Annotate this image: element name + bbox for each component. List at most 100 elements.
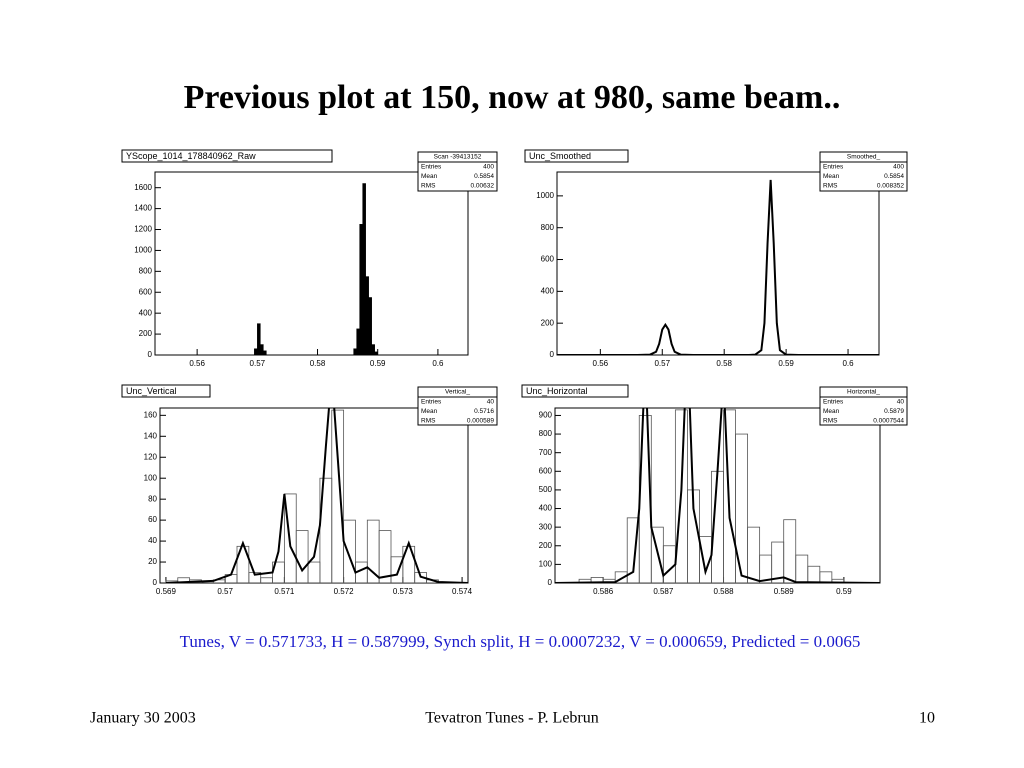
histogram-bar xyxy=(365,276,369,355)
y-tick-label: 1200 xyxy=(134,225,152,234)
stats-value: 400 xyxy=(483,164,494,171)
x-tick-label: 0.586 xyxy=(593,587,614,596)
y-tick-label: 100 xyxy=(144,473,158,482)
x-tick-label: 0.589 xyxy=(774,587,795,596)
y-tick-label: 1000 xyxy=(536,191,554,200)
stats-value: 0.000589 xyxy=(467,417,494,424)
stats-name: Smoothed_ xyxy=(847,154,881,161)
fit-curve xyxy=(557,179,879,355)
y-tick-label: 0 xyxy=(153,578,158,587)
histogram-panel: 0 200 400 600 800 1000 1200 1400 1600 0.56 0.57 0.5… xyxy=(121,149,498,368)
y-tick-label: 800 xyxy=(541,223,555,232)
y-tick-label: 500 xyxy=(539,485,553,494)
y-tick-label: 140 xyxy=(144,431,158,440)
stats-box xyxy=(819,386,908,426)
x-tick-label: 0.588 xyxy=(714,587,735,596)
stats-value: 40 xyxy=(897,399,905,406)
histogram-panel: 0 200 400 600 800 1000 0.56 0.57 0.58 0.59 0.6 Unc_… xyxy=(524,149,908,368)
histogram-bar xyxy=(783,519,797,583)
plot-area xyxy=(254,183,378,355)
stats-value: 0.5854 xyxy=(884,173,904,180)
x-tick-label: 0.56 xyxy=(189,359,205,368)
y-tick-label: 200 xyxy=(139,329,153,338)
histogram-panel: 0 100 200 300 400 500 600 700 800 900 0.586 0.587 0.… xyxy=(521,384,908,596)
panel-title: Unc_Smoothed xyxy=(529,151,591,161)
title-box xyxy=(524,149,629,163)
y-tick-label: 800 xyxy=(139,266,153,275)
fit-curve xyxy=(165,408,468,583)
stats-box xyxy=(417,151,498,192)
x-tick-label: 0.571 xyxy=(274,587,295,596)
stats-label: Mean xyxy=(823,173,840,180)
stats-label: RMS xyxy=(421,182,436,189)
histogram-bar xyxy=(374,351,378,355)
fit-curve xyxy=(555,408,880,583)
title-box xyxy=(121,384,211,398)
x-tick-label: 0.58 xyxy=(310,359,326,368)
footer-date: January 30 2003 xyxy=(90,710,196,727)
x-tick-label: 0.59 xyxy=(778,359,794,368)
plot-area xyxy=(555,408,880,583)
stats-box xyxy=(819,151,908,192)
stats-label: Mean xyxy=(421,173,438,180)
histogram-bar xyxy=(368,297,372,355)
x-tick-label: 0.58 xyxy=(716,359,732,368)
y-tick-label: 1000 xyxy=(134,246,152,255)
x-tick-label: 0.6 xyxy=(432,359,444,368)
histogram-bar xyxy=(263,350,267,355)
x-tick-label: 0.56 xyxy=(593,359,609,368)
y-tick-label: 120 xyxy=(144,452,158,461)
y-tick-label: 200 xyxy=(541,318,555,327)
y-tick-label: 800 xyxy=(539,429,553,438)
stats-value: 40 xyxy=(487,399,495,406)
y-tick-label: 400 xyxy=(539,504,553,513)
y-tick-label: 600 xyxy=(539,466,553,475)
x-tick-label: 0.57 xyxy=(654,359,670,368)
histogram-bar xyxy=(254,348,258,355)
stats-value: 0.008352 xyxy=(877,182,904,189)
title-box xyxy=(521,384,629,398)
stats-value: 400 xyxy=(893,164,904,171)
y-tick-label: 60 xyxy=(148,515,157,524)
histogram-bar xyxy=(362,183,366,355)
histogram-bar xyxy=(236,545,250,583)
x-tick-label: 0.587 xyxy=(653,587,674,596)
footer-center: Tevatron Tunes - P. Lebrun xyxy=(425,710,599,727)
plot-area xyxy=(557,179,879,355)
y-tick-label: 0 xyxy=(548,578,553,587)
y-tick-label: 900 xyxy=(539,411,553,420)
panel-title: Unc_Vertical xyxy=(126,386,177,396)
panel-title: YScope_1014_178840962_Raw xyxy=(126,151,256,161)
x-tick-label: 0.573 xyxy=(393,587,414,596)
y-tick-label: 80 xyxy=(148,494,157,503)
page-number: 10 xyxy=(919,710,935,727)
x-tick-label: 0.59 xyxy=(836,587,852,596)
stats-label: Mean xyxy=(823,408,840,415)
histogram-bar xyxy=(353,348,357,355)
title-box xyxy=(121,149,333,163)
stats-name: Horizontal_ xyxy=(847,389,880,396)
histogram-bar xyxy=(831,578,845,583)
histogram-bar xyxy=(343,519,356,583)
stats-label: RMS xyxy=(823,417,838,424)
y-tick-label: 160 xyxy=(144,410,158,419)
y-tick-label: 400 xyxy=(541,286,555,295)
stats-value: 0.00632 xyxy=(471,182,495,189)
x-tick-label: 0.57 xyxy=(217,587,233,596)
y-tick-label: 600 xyxy=(139,287,153,296)
caption: Tunes, V = 0.571733, H = 0.587999, Synch… xyxy=(180,632,861,651)
histogram-panel: 0 20 40 60 80 100 120 140 160 0.569 0.57 0.571 0.572… xyxy=(121,384,498,596)
plot-frame xyxy=(554,407,881,584)
stats-box xyxy=(417,386,498,426)
y-tick-label: 1600 xyxy=(134,183,152,192)
histogram-bar xyxy=(356,328,360,355)
x-tick-label: 0.59 xyxy=(370,359,386,368)
x-tick-label: 0.6 xyxy=(842,359,854,368)
stats-name: Scan -39413152 xyxy=(434,154,482,161)
histogram-bar xyxy=(331,409,345,583)
plot-area xyxy=(165,408,468,583)
y-tick-label: 200 xyxy=(539,541,553,550)
histogram-bar xyxy=(359,224,363,355)
histogram-bar xyxy=(402,545,416,583)
